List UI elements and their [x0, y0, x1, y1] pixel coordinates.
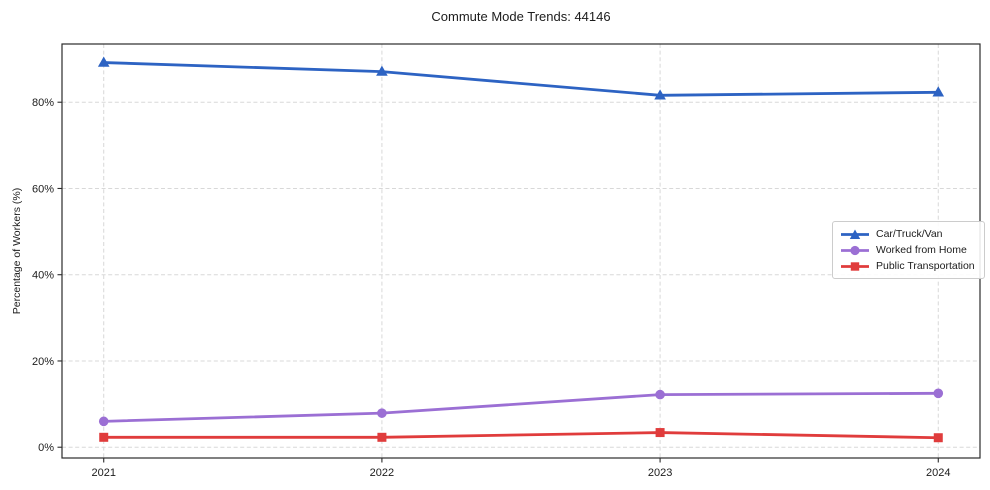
- series-line-worked-from-home: [102, 391, 940, 423]
- legend: Car/Truck/Van Worked from Home Public Tran…: [832, 221, 985, 279]
- series-line-public-transportation: [102, 431, 940, 440]
- y-tick-label: 20%: [32, 356, 54, 368]
- legend-marker-triangle-icon: [841, 229, 869, 239]
- data-point-worked-from-home: [655, 389, 665, 400]
- legend-label: Car/Truck/Van: [876, 228, 943, 240]
- x-tick-label: 2021: [91, 467, 115, 479]
- legend-item-car-truck-van: Car/Truck/Van: [840, 226, 975, 242]
- series-line-car-truck-van: [102, 61, 940, 97]
- data-point-worked-from-home: [377, 408, 387, 418]
- x-tick-label: 2023: [648, 467, 672, 479]
- y-tick-label: 60%: [32, 183, 54, 195]
- data-point-worked-from-home: [98, 416, 109, 427]
- data-point-worked-from-home: [933, 388, 944, 399]
- y-tick-label: 0%: [38, 442, 54, 454]
- data-point-car-truck-van: [376, 65, 388, 76]
- x-tick-label: 2024: [926, 467, 950, 479]
- y-tick-label: 80%: [32, 97, 54, 109]
- data-point-public-transportation: [377, 432, 387, 442]
- legend-item-worked-from-home: Worked from Home: [840, 242, 975, 258]
- data-point-public-transportation: [655, 428, 665, 438]
- data-point-car-truck-van: [97, 56, 110, 67]
- data-point-car-truck-van: [654, 89, 666, 100]
- y-tick-label: 40%: [32, 270, 54, 282]
- x-tick-label: 2022: [370, 467, 394, 479]
- chart-title: Commute Mode Trends: 44146: [431, 9, 611, 24]
- data-point-public-transportation: [933, 433, 943, 443]
- data-point-public-transportation: [99, 432, 109, 442]
- legend-marker-square-icon: [841, 261, 869, 271]
- legend-item-public-transportation: Public Transportation: [840, 258, 975, 274]
- data-point-car-truck-van: [932, 86, 945, 97]
- legend-label: Public Transportation: [876, 260, 975, 272]
- legend-label: Worked from Home: [876, 244, 967, 256]
- legend-marker-circle-icon: [841, 245, 869, 255]
